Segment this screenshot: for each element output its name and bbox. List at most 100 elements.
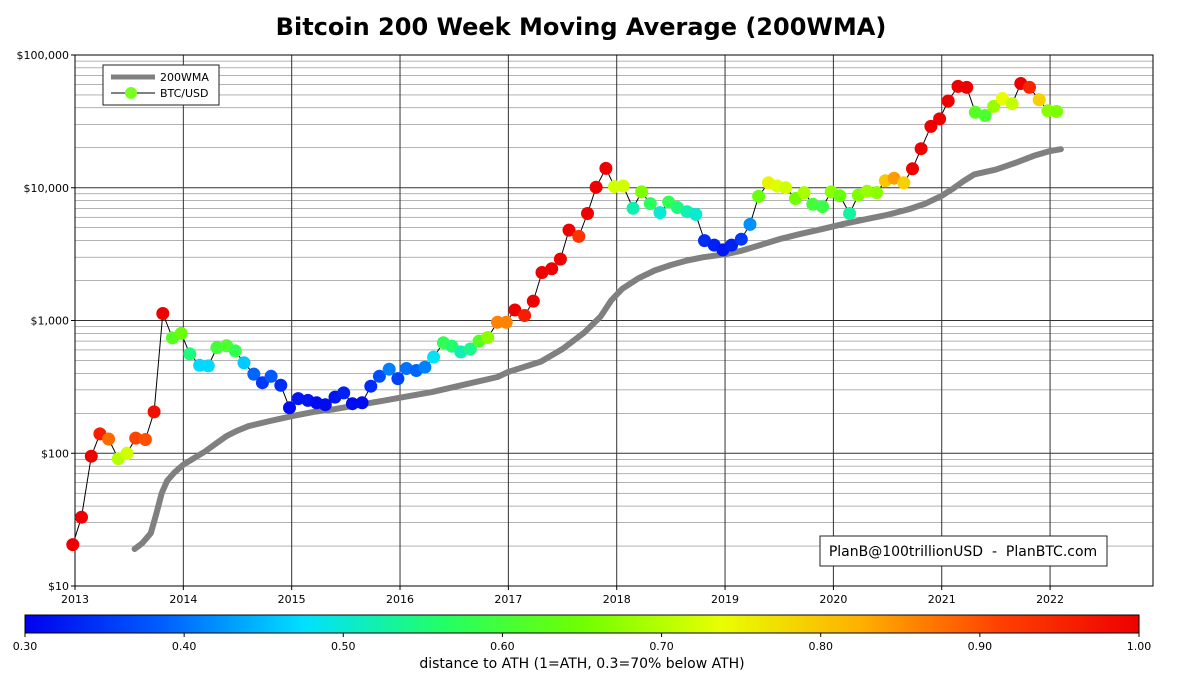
colorbar-tick-label: 0.60 xyxy=(490,640,515,653)
colorbar: 0.30 0.40 0.50 0.60 0.70 0.80 0.90 1.00 distanc… xyxy=(13,614,1152,672)
axes: $10 $100 $1,000 $10,000 $100,000 2013 2014 2015… xyxy=(17,49,1154,606)
legend-box xyxy=(102,64,220,106)
btc-point xyxy=(382,362,396,376)
btc-point xyxy=(734,232,748,246)
annotation-box: PlanB@100trillionUSD - PlanBTC.com xyxy=(819,535,1108,567)
btc-series xyxy=(66,77,1064,552)
btc-point xyxy=(860,184,874,198)
plot-frame xyxy=(74,54,1154,587)
grid xyxy=(74,54,1153,587)
btc-point xyxy=(66,538,80,552)
colorbar-tick-label: 0.90 xyxy=(968,640,993,653)
y-tick-label: $100 xyxy=(41,447,69,460)
y-tick-label: $10 xyxy=(48,580,69,593)
legend-btc-swatch-marker xyxy=(125,87,137,99)
btc-point xyxy=(102,432,116,446)
btc-point xyxy=(670,201,684,214)
y-tick-label: $100,000 xyxy=(17,49,70,62)
btc-point xyxy=(581,207,594,220)
y-tick-label: $10,000 xyxy=(24,182,70,195)
legend: 200WMA BTC/USD xyxy=(102,64,220,106)
btc-point xyxy=(797,186,811,200)
btc-point xyxy=(129,431,143,445)
btc-point xyxy=(274,378,288,392)
btc-point xyxy=(626,201,640,215)
btc-point xyxy=(843,207,857,220)
btc-point xyxy=(914,142,928,156)
annotation-text: PlanB@100trillionUSD - PlanBTC.com xyxy=(829,544,1097,560)
btc-point xyxy=(156,307,170,320)
wma-line xyxy=(131,146,1064,552)
btc-point xyxy=(228,344,242,358)
colorbar-ticks: 0.30 0.40 0.50 0.60 0.70 0.80 0.90 1.00 xyxy=(13,633,1152,653)
btc-point xyxy=(752,189,766,203)
btc-point xyxy=(174,326,188,340)
btc-point xyxy=(906,162,919,176)
btc-point xyxy=(816,200,830,214)
colorbar-tick-label: 0.40 xyxy=(172,640,197,653)
btc-point xyxy=(978,109,992,122)
colorbar-tick-label: 0.70 xyxy=(649,640,674,653)
x-tick-label: 2020 xyxy=(819,593,847,606)
btc-point xyxy=(84,449,98,463)
btc-point xyxy=(526,294,540,308)
btc-point xyxy=(987,99,1001,113)
x-tick-label: 2016 xyxy=(386,593,414,606)
btc-point xyxy=(499,315,513,329)
x-tick-label: 2021 xyxy=(928,593,956,606)
chart-title: Bitcoin 200 Week Moving Average (200WMA) xyxy=(276,13,887,41)
btc-point xyxy=(635,185,649,199)
colorbar-tick-label: 0.50 xyxy=(331,640,356,653)
colorbar-gradient xyxy=(24,614,1140,634)
btc-point xyxy=(283,401,296,415)
btc-point xyxy=(870,186,884,200)
x-tick-label: 2018 xyxy=(603,593,631,606)
btc-point xyxy=(897,176,911,190)
btc-point xyxy=(518,309,532,322)
btc-point xyxy=(562,223,576,237)
btc-point xyxy=(201,359,215,373)
legend-wma-label: 200WMA xyxy=(160,71,209,84)
colorbar-tick-label: 0.30 xyxy=(13,640,38,653)
btc-point xyxy=(995,92,1009,105)
btc-point xyxy=(553,252,567,266)
btc-point xyxy=(941,94,955,108)
btc-point xyxy=(1050,105,1064,118)
btc-point xyxy=(247,367,261,381)
btc-point xyxy=(545,262,559,276)
btc-point xyxy=(210,341,224,355)
btc-point xyxy=(698,234,711,248)
btc-point xyxy=(968,105,982,119)
btc-point xyxy=(481,331,495,344)
btc-point xyxy=(364,379,378,393)
annotation-frame xyxy=(819,535,1108,567)
btc-point xyxy=(337,386,351,400)
colorbar-label: distance to ATH (1=ATH, 0.3=70% below AT… xyxy=(419,656,744,672)
btc-point xyxy=(418,360,432,374)
x-tick-label: 2017 xyxy=(494,593,522,606)
wma-series xyxy=(131,146,1064,552)
btc-point xyxy=(725,238,739,252)
btc-point xyxy=(318,398,332,412)
btc-point xyxy=(924,119,938,133)
btc-point xyxy=(427,350,441,364)
btc-point xyxy=(887,171,901,185)
x-tick-label: 2013 xyxy=(61,593,89,606)
btc-point xyxy=(345,397,359,411)
btc-point xyxy=(589,180,603,194)
colorbar-tick-label: 0.80 xyxy=(808,640,833,653)
btc-point xyxy=(572,229,586,243)
legend-btc-label: BTC/USD xyxy=(160,87,209,100)
btc-point xyxy=(147,405,161,419)
btc-point xyxy=(508,303,522,317)
btc-point xyxy=(372,369,386,383)
x-tick-label: 2014 xyxy=(169,593,197,606)
btc-point xyxy=(833,189,847,203)
btc-point xyxy=(933,112,947,126)
y-tick-label: $1,000 xyxy=(31,315,70,328)
colorbar-tick-label: 1.00 xyxy=(1127,640,1152,653)
btc-point xyxy=(960,80,974,94)
btc-point xyxy=(643,197,657,211)
btc-point xyxy=(599,161,613,175)
